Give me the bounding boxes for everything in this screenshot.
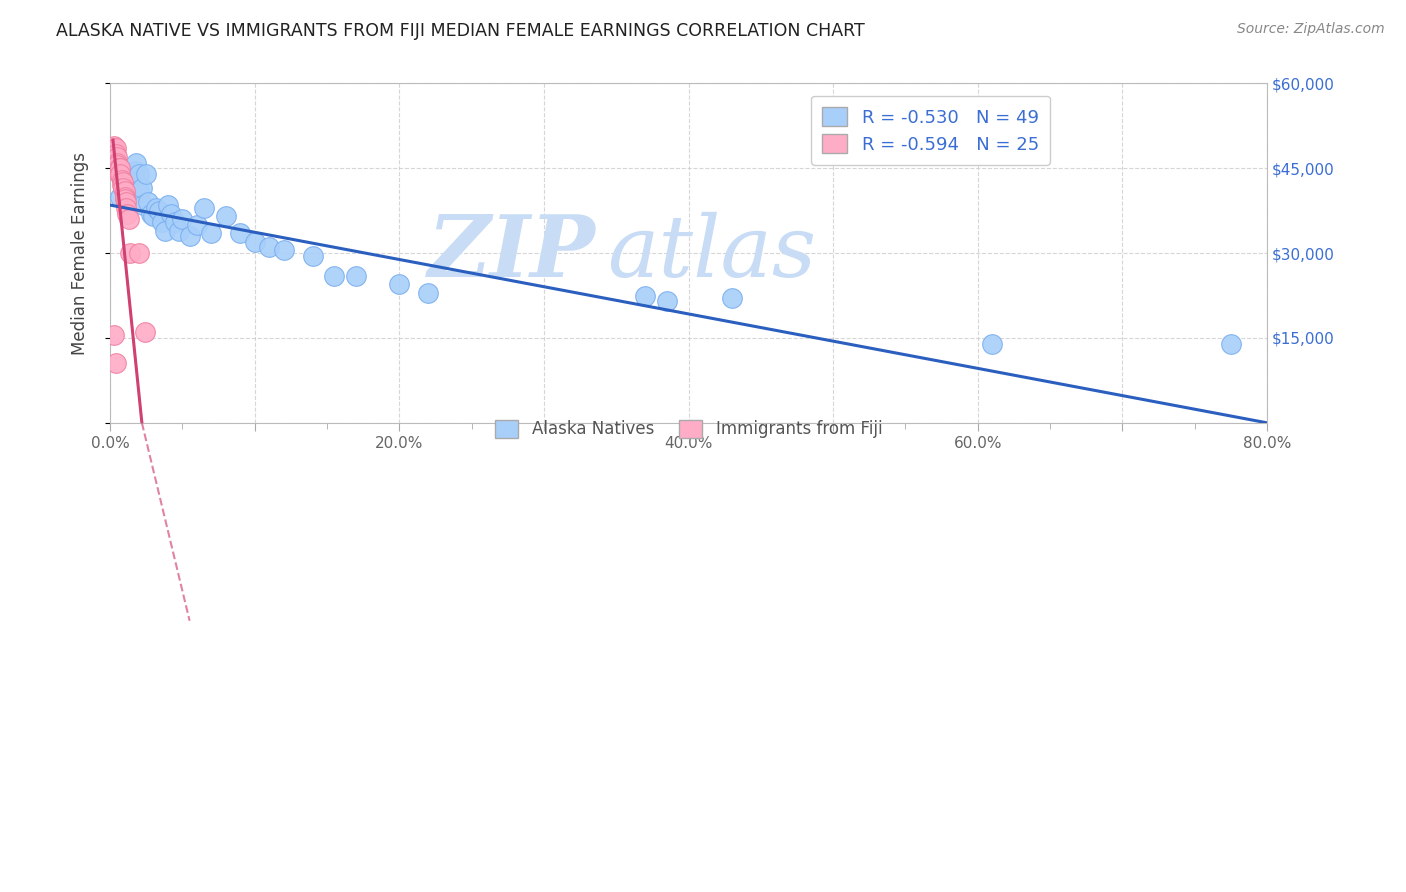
Point bbox=[134, 326, 156, 340]
Point bbox=[301, 249, 323, 263]
Point bbox=[148, 203, 170, 218]
Point bbox=[114, 172, 136, 186]
Point bbox=[107, 167, 129, 181]
Point bbox=[122, 169, 145, 184]
Point bbox=[120, 246, 142, 260]
Point bbox=[179, 229, 201, 244]
Point bbox=[104, 356, 127, 370]
Point bbox=[323, 268, 346, 283]
Point bbox=[111, 172, 134, 186]
Point bbox=[115, 201, 138, 215]
Point bbox=[121, 172, 143, 186]
Point bbox=[215, 210, 238, 224]
Point bbox=[142, 210, 165, 224]
Point bbox=[165, 215, 187, 229]
Point bbox=[200, 227, 222, 241]
Point bbox=[128, 246, 150, 260]
Point bbox=[103, 328, 125, 343]
Point bbox=[169, 223, 191, 237]
Text: Source: ZipAtlas.com: Source: ZipAtlas.com bbox=[1237, 22, 1385, 37]
Point bbox=[117, 178, 139, 193]
Point bbox=[388, 277, 411, 292]
Point bbox=[243, 235, 266, 249]
Point bbox=[115, 195, 138, 210]
Text: ZIP: ZIP bbox=[427, 211, 596, 295]
Point bbox=[135, 167, 157, 181]
Point bbox=[111, 178, 134, 193]
Point bbox=[1219, 336, 1241, 351]
Point bbox=[159, 206, 181, 220]
Point bbox=[112, 176, 135, 190]
Point bbox=[139, 206, 162, 220]
Point bbox=[105, 155, 128, 169]
Point bbox=[186, 218, 208, 232]
Point bbox=[418, 285, 440, 300]
Point bbox=[104, 147, 127, 161]
Point bbox=[128, 167, 150, 181]
Point bbox=[721, 292, 744, 306]
Point bbox=[105, 158, 128, 172]
Point bbox=[114, 184, 136, 198]
Point bbox=[229, 227, 252, 241]
Point bbox=[124, 164, 146, 178]
Point bbox=[105, 150, 128, 164]
Point bbox=[115, 167, 138, 181]
Point bbox=[125, 155, 148, 169]
Point bbox=[112, 181, 135, 195]
Point bbox=[104, 141, 127, 155]
Point bbox=[114, 189, 136, 203]
Text: ALASKA NATIVE VS IMMIGRANTS FROM FIJI MEDIAN FEMALE EARNINGS CORRELATION CHART: ALASKA NATIVE VS IMMIGRANTS FROM FIJI ME… bbox=[56, 22, 865, 40]
Point bbox=[103, 145, 125, 159]
Point bbox=[118, 169, 141, 184]
Point bbox=[193, 201, 215, 215]
Text: atlas: atlas bbox=[607, 211, 817, 294]
Point bbox=[128, 184, 150, 198]
Point bbox=[114, 164, 136, 178]
Point bbox=[172, 212, 194, 227]
Legend: Alaska Natives, Immigrants from Fiji: Alaska Natives, Immigrants from Fiji bbox=[488, 413, 889, 445]
Point bbox=[136, 195, 159, 210]
Point bbox=[108, 189, 131, 203]
Point bbox=[117, 206, 139, 220]
Y-axis label: Median Female Earnings: Median Female Earnings bbox=[72, 152, 89, 355]
Point bbox=[108, 167, 131, 181]
Point bbox=[981, 336, 1004, 351]
Point bbox=[107, 161, 129, 176]
Point bbox=[120, 167, 142, 181]
Point bbox=[131, 181, 153, 195]
Point bbox=[111, 172, 134, 186]
Point bbox=[103, 138, 125, 153]
Point bbox=[108, 161, 131, 176]
Point bbox=[118, 212, 141, 227]
Point bbox=[153, 223, 176, 237]
Point bbox=[634, 288, 657, 302]
Point bbox=[273, 244, 295, 258]
Point bbox=[132, 198, 155, 212]
Point bbox=[344, 268, 367, 283]
Point bbox=[655, 294, 678, 309]
Point bbox=[114, 193, 136, 207]
Point bbox=[156, 198, 179, 212]
Point bbox=[112, 181, 135, 195]
Point bbox=[150, 215, 173, 229]
Point bbox=[145, 201, 167, 215]
Point bbox=[257, 240, 280, 254]
